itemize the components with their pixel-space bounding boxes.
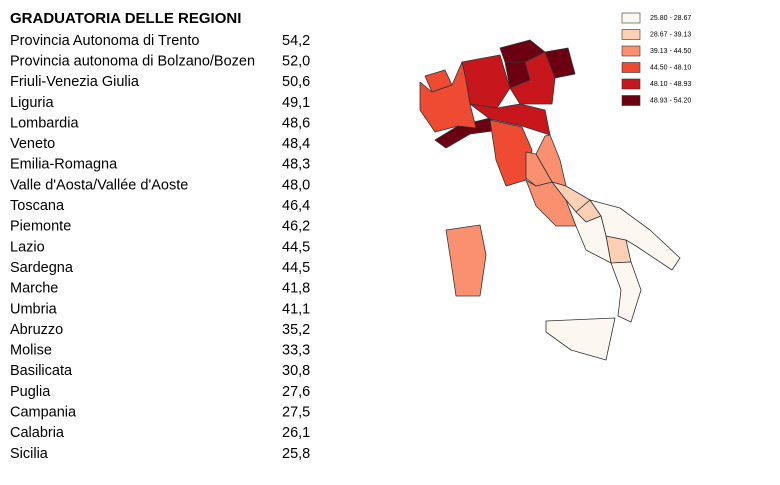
region-value: 27,5 — [282, 405, 310, 421]
region-name: Veneto — [10, 136, 55, 152]
region-name: Umbria — [10, 301, 58, 317]
region-name: Basilicata — [10, 363, 73, 379]
legend-swatch — [621, 95, 641, 106]
region-value: 44,5 — [282, 239, 310, 255]
legend-label: 48.10 - 48.93 — [650, 81, 691, 88]
legend-swatch — [621, 45, 641, 57]
legend-swatch — [621, 29, 641, 40]
region-value: 54,2 — [282, 33, 310, 49]
region-name: Provincia autonoma di Bolzano/Bozen — [10, 53, 255, 69]
region-name: Sardegna — [10, 260, 74, 276]
region-area — [469, 103, 551, 136]
region-value: 48,3 — [282, 157, 310, 173]
legend-label: 25.80 - 28.67 — [650, 15, 691, 22]
region-name: Lombardia — [10, 115, 79, 131]
region-name: Friuli-Venezia Giulia — [10, 74, 140, 90]
region-name: Toscana — [10, 198, 65, 214]
region-value: 44,5 — [282, 260, 310, 276]
region-name: Marche — [10, 281, 58, 297]
legend-label: 39.13 - 44.50 — [650, 48, 691, 55]
legend-label: 44.50 - 48.10 — [650, 64, 691, 71]
region-value: 26,1 — [282, 425, 310, 441]
region-name: Campania — [10, 405, 77, 421]
region-name: Puglia — [10, 384, 51, 400]
region-area — [525, 151, 553, 187]
region-value: 48,6 — [282, 115, 310, 131]
region-area — [509, 51, 556, 105]
region-value: 41,8 — [282, 281, 310, 297]
legend-label: 48.93 - 54.20 — [650, 97, 691, 104]
italy-map — [419, 39, 681, 361]
region-value: 27,6 — [282, 384, 310, 400]
region-name: Provincia Autonoma di Trento — [10, 33, 199, 49]
region-name: Emilia-Romagna — [10, 157, 118, 173]
region-area — [565, 199, 612, 264]
region-area — [545, 317, 616, 361]
region-area — [610, 261, 642, 323]
region-name: Calabria — [10, 425, 65, 441]
region-name: Abruzzo — [10, 322, 63, 338]
region-value: 41,1 — [282, 301, 310, 317]
region-value: 35,2 — [282, 322, 310, 338]
region-value: 30,8 — [282, 363, 310, 379]
region-value: 52,0 — [282, 53, 310, 69]
region-area — [419, 61, 477, 133]
region-value: 46,2 — [282, 219, 310, 235]
region-name: Liguria — [10, 95, 54, 111]
region-value: 48,4 — [282, 136, 310, 152]
region-area — [445, 224, 487, 297]
region-name: Lazio — [10, 239, 45, 255]
region-name: Sicilia — [10, 446, 49, 462]
region-name: Valle d'Aosta/Vallée d'Aoste — [10, 177, 188, 193]
region-value: 33,3 — [282, 343, 310, 359]
ranking-title: GRADUATORIA DELLE REGIONI — [10, 10, 241, 27]
region-value: 50,6 — [282, 74, 310, 90]
region-name: Molise — [10, 343, 52, 359]
region-name: Piemonte — [10, 219, 71, 235]
legend-swatch — [621, 12, 641, 24]
region-value: 46,4 — [282, 198, 310, 214]
region-value: 48,0 — [282, 177, 310, 193]
region-value: 25,8 — [282, 446, 310, 462]
legend-swatch — [621, 78, 641, 90]
legend-swatch — [621, 62, 641, 73]
legend-label: 28.67 - 39.13 — [650, 31, 691, 38]
region-value: 49,1 — [282, 95, 310, 111]
